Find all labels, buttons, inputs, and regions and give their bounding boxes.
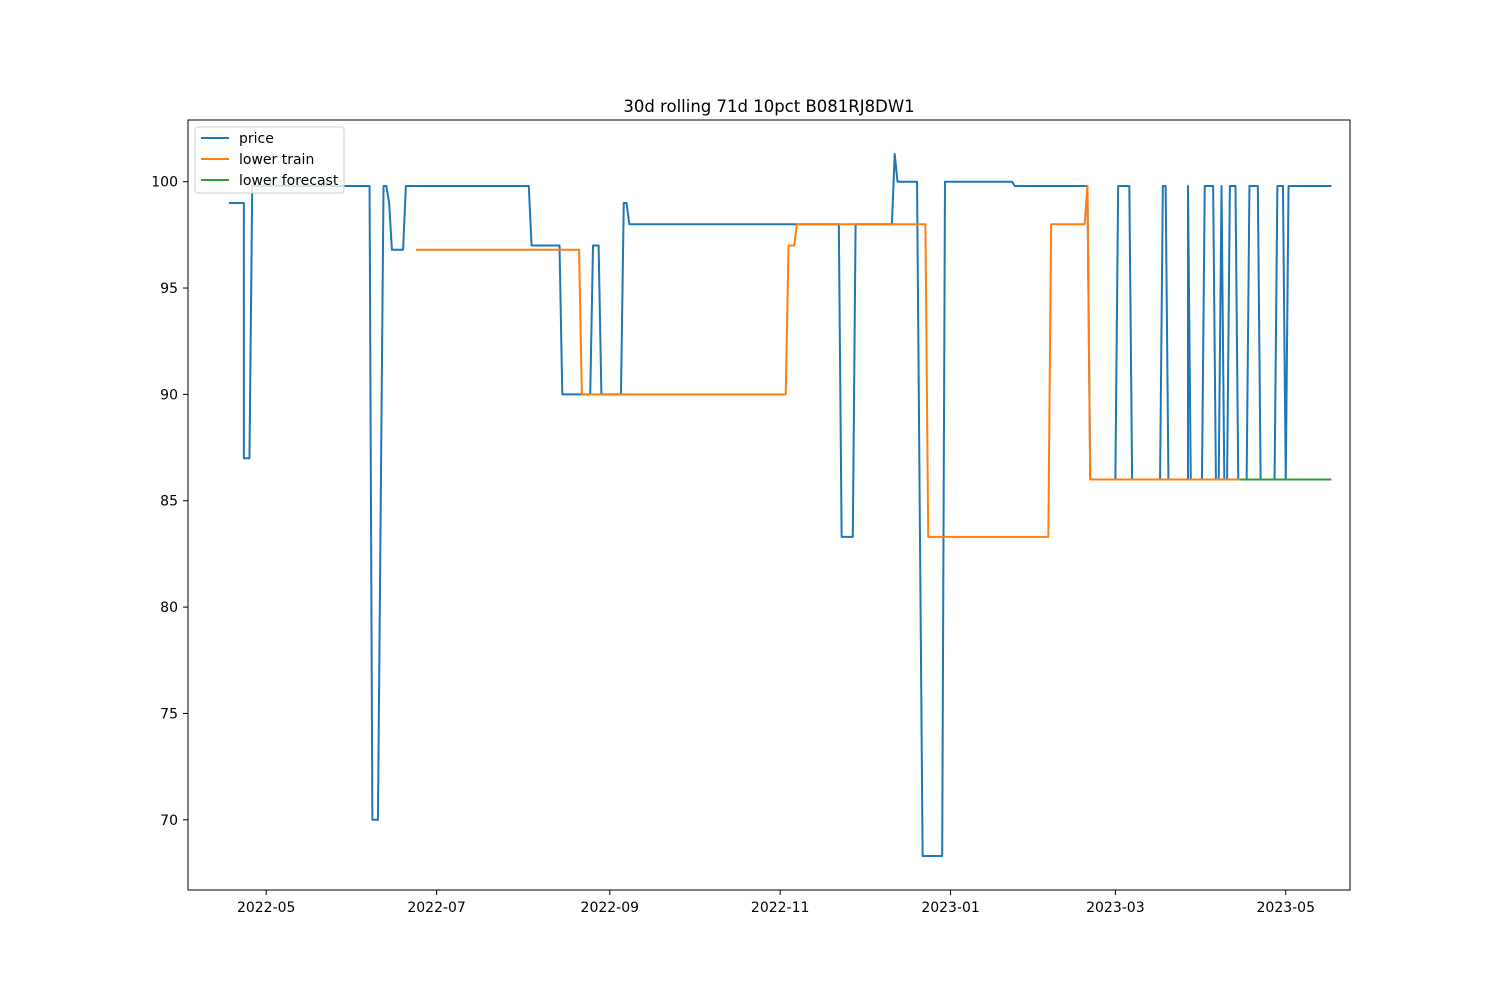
legend: price lower train lower forecast bbox=[194, 126, 345, 194]
y-tick-label: 70 bbox=[160, 813, 178, 829]
x-tick-label: 2023-01 bbox=[921, 900, 980, 916]
axes-frame bbox=[187, 119, 1351, 891]
series-line-price bbox=[228, 153, 1332, 857]
x-tick-label: 2023-03 bbox=[1086, 900, 1145, 916]
y-tick-label: 75 bbox=[160, 706, 178, 722]
plot-area bbox=[228, 153, 1332, 857]
chart-title: 30d rolling 71d 10pct B081RJ8DW1 bbox=[623, 97, 914, 116]
y-tick-label: 95 bbox=[160, 281, 178, 297]
y-tick-label: 80 bbox=[160, 600, 178, 616]
series-line-lower-train bbox=[416, 184, 1243, 538]
legend-label: price bbox=[239, 131, 274, 147]
y-tick-label: 90 bbox=[160, 387, 178, 403]
y-tick-label: 85 bbox=[160, 494, 178, 510]
x-tick-label: 2023-05 bbox=[1257, 900, 1316, 916]
y-tick-label: 100 bbox=[151, 175, 178, 191]
x-tick-label: 2022-11 bbox=[751, 900, 810, 916]
legend-label: lower train bbox=[239, 152, 314, 168]
x-tick-label: 2022-09 bbox=[581, 900, 640, 916]
axes: 2022-05 2022-07 2022-09 2022-11 2023-01 2023-… bbox=[151, 119, 1351, 916]
legend-label: lower forecast bbox=[239, 173, 339, 189]
x-tick-label: 2022-05 bbox=[237, 900, 296, 916]
legend-box bbox=[194, 126, 345, 194]
x-tick-label: 2022-07 bbox=[407, 900, 466, 916]
